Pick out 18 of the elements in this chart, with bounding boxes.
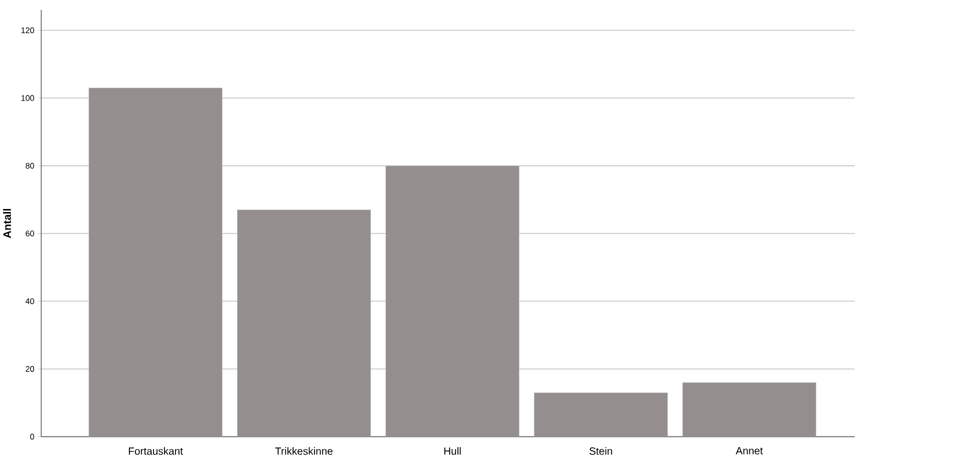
x-tick-label: Hull	[444, 447, 461, 455]
y-tick-label: 80	[26, 162, 34, 169]
x-tick-label: Annet	[736, 447, 763, 454]
y-tick-label: 120	[21, 27, 34, 34]
bar	[88, 88, 223, 437]
bar	[682, 382, 816, 437]
y-axis-title: Antall	[3, 208, 11, 238]
y-tick-label: 0	[30, 434, 34, 440]
x-tick-label: Stein	[589, 447, 612, 455]
y-tick-label: 100	[21, 95, 34, 101]
x-tick-label: Fortauskant	[128, 447, 183, 455]
y-tick-label: 40	[26, 298, 34, 304]
bar	[237, 210, 371, 437]
y-tick-label: 60	[26, 230, 34, 236]
bar	[385, 166, 520, 437]
y-tick-label: 20	[26, 366, 34, 372]
bar	[534, 392, 668, 437]
x-tick-label: Trikkeskinne	[275, 447, 333, 455]
